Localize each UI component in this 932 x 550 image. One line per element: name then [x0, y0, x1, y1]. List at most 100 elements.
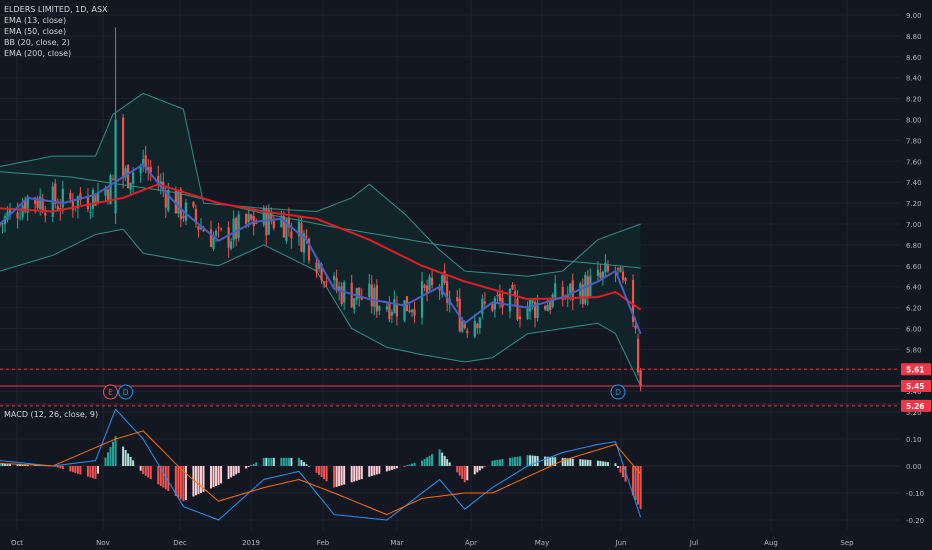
macd-bar — [338, 466, 341, 487]
candle-body — [114, 119, 117, 214]
macd-bar — [307, 466, 310, 467]
candle-body — [606, 264, 610, 272]
candle — [197, 225, 200, 238]
macd-bar — [441, 452, 444, 466]
candle-body — [423, 285, 426, 288]
candle-body — [368, 283, 371, 297]
macd-bar — [16, 464, 19, 466]
candle — [270, 207, 273, 225]
candle — [36, 195, 39, 211]
macd-bar — [26, 464, 29, 466]
candle-body — [476, 323, 479, 329]
macd-bar — [639, 466, 642, 510]
macd-bar — [616, 466, 619, 468]
macd-bar — [536, 455, 539, 466]
candle-body — [378, 306, 381, 311]
candle-body — [533, 302, 537, 319]
legend-macd[interactable]: MACD (12, 26, close, 9) — [4, 410, 99, 419]
macd-bar — [405, 465, 408, 466]
candle — [353, 298, 356, 314]
legend-ema50[interactable]: EMA (50, close) — [4, 27, 67, 36]
event-letter: D — [615, 388, 621, 397]
candle — [157, 165, 160, 192]
candle-body — [194, 208, 198, 223]
macd-bar — [463, 466, 466, 483]
candle-body — [566, 294, 569, 300]
candle-body — [315, 262, 318, 273]
candle-body — [177, 190, 180, 214]
legend-bb[interactable]: BB (20, close, 2) — [4, 38, 70, 47]
macd-bar — [149, 466, 152, 480]
candle-body — [71, 200, 74, 211]
candle-body — [425, 285, 429, 294]
ema13-line — [0, 163, 642, 335]
macd-bar — [272, 457, 275, 466]
bb-fill — [0, 93, 641, 387]
candle — [287, 207, 290, 237]
macd-bar — [96, 466, 99, 474]
symbol-title[interactable]: ELDERS LIMITED, 1D, ASX — [4, 5, 108, 14]
candle — [586, 269, 589, 306]
macd-bar — [483, 466, 486, 467]
candle-body — [601, 271, 605, 278]
dividend-marker: D — [610, 384, 626, 400]
candle — [501, 290, 504, 315]
candle-body — [144, 155, 147, 169]
candle — [428, 274, 431, 292]
macd-bar — [378, 466, 381, 474]
macd-bar — [230, 466, 233, 478]
candle-body — [456, 297, 459, 302]
macd-bar — [461, 466, 464, 479]
candle — [395, 295, 399, 326]
candle — [368, 273, 371, 300]
price-tick-label: 8.60 — [906, 54, 922, 62]
price-label-box — [901, 363, 931, 376]
candle — [375, 279, 378, 318]
candle-body — [410, 309, 414, 313]
macd-bar — [634, 466, 637, 501]
macd-bar — [89, 466, 92, 478]
candle-body — [219, 228, 223, 230]
candle-body — [370, 284, 373, 307]
legend-ema13[interactable]: EMA (13, close) — [4, 16, 67, 25]
macd-histogram — [0, 436, 642, 510]
candle-body — [584, 274, 587, 304]
candle — [473, 313, 476, 339]
candle-body — [197, 226, 200, 230]
price-tick-label: 5.20 — [906, 409, 922, 417]
macd-bar — [237, 466, 240, 473]
time-tick-label: Aug — [764, 539, 778, 547]
candle — [212, 231, 215, 252]
dividend-marker: D — [118, 384, 134, 400]
macd-bar — [91, 466, 94, 479]
macd-bar — [124, 450, 127, 466]
legend-ema200[interactable]: EMA (200, close) — [4, 49, 72, 58]
macd-bar — [456, 466, 459, 473]
candle — [325, 276, 328, 288]
macd-bar — [21, 464, 24, 466]
candle-body — [531, 300, 534, 304]
candle — [91, 187, 95, 218]
macd-bar — [481, 466, 484, 469]
candle — [217, 223, 220, 238]
candle-body — [513, 291, 517, 297]
candle — [491, 303, 494, 313]
candle-body — [111, 178, 115, 180]
macd-bar — [109, 446, 112, 466]
candle-body — [76, 196, 79, 209]
macd-bar — [159, 466, 162, 486]
candle — [508, 287, 512, 319]
macd-bar — [59, 466, 62, 469]
candle-body — [463, 322, 466, 328]
macd-bar — [438, 449, 441, 466]
macd-bar — [280, 457, 283, 466]
candle-body — [639, 370, 642, 386]
macd-signal-line — [0, 430, 641, 516]
macd-bar — [408, 464, 411, 466]
macd-bar — [167, 466, 170, 491]
candle-body — [322, 281, 326, 284]
candle-body — [536, 302, 539, 318]
candle-body — [245, 213, 248, 225]
